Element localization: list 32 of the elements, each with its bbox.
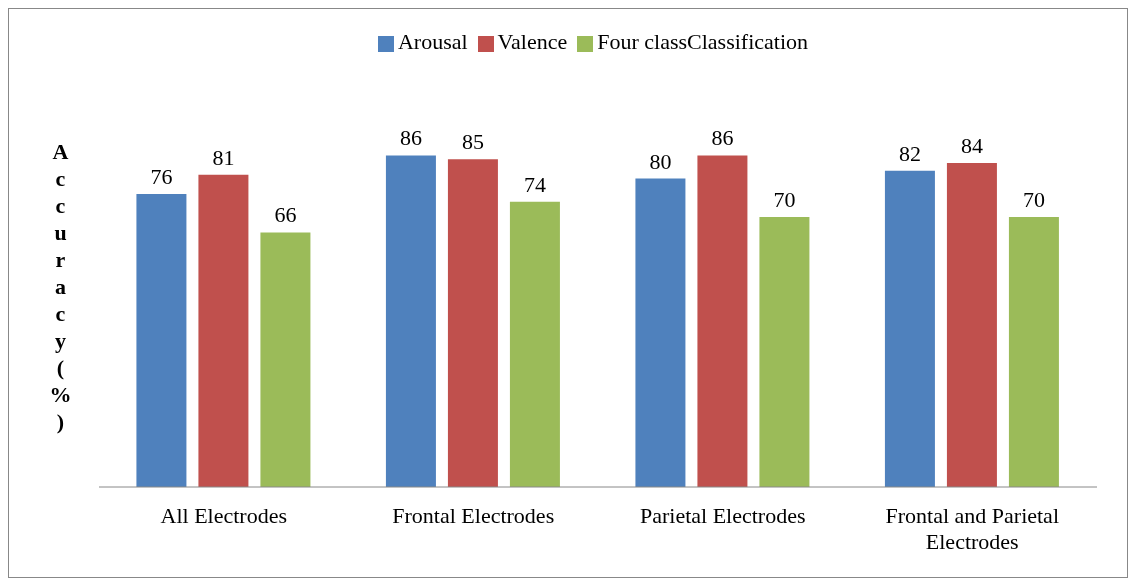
data-label: 84	[960, 133, 983, 159]
bar	[198, 174, 249, 487]
y-axis-title: Accuracy(%)	[48, 139, 73, 436]
data-label: 86	[399, 125, 422, 151]
data-label: 82	[898, 140, 921, 166]
data-label: 80	[649, 148, 672, 174]
bar	[136, 193, 187, 487]
bar	[509, 201, 560, 487]
bar	[697, 155, 748, 487]
data-label: 76	[150, 163, 173, 189]
x-tick-label: Parietal Electrodes	[639, 503, 806, 528]
bar	[635, 178, 686, 487]
bar	[759, 217, 810, 487]
legend-label: Arousal	[397, 29, 468, 54]
bar	[447, 159, 498, 487]
x-tick-label: All Electrodes	[160, 503, 287, 528]
x-tick-label: Frontal Electrodes	[392, 503, 555, 528]
data-label: 70	[773, 187, 796, 213]
x-tick-label: Frontal and Parietal Electrodes	[885, 503, 1060, 554]
bar	[946, 163, 997, 487]
legend-label: Valence	[497, 29, 568, 54]
data-label: 86	[711, 125, 734, 151]
data-label: 85	[461, 129, 484, 155]
bar	[260, 232, 311, 487]
data-label: 70	[1022, 187, 1045, 213]
data-label: 81	[212, 144, 235, 170]
data-label: 74	[523, 171, 546, 197]
bar	[385, 155, 436, 487]
legend-label: Four classClassification	[597, 29, 809, 54]
bar	[884, 170, 935, 487]
data-label: 66	[274, 202, 297, 228]
bar	[1008, 217, 1059, 487]
